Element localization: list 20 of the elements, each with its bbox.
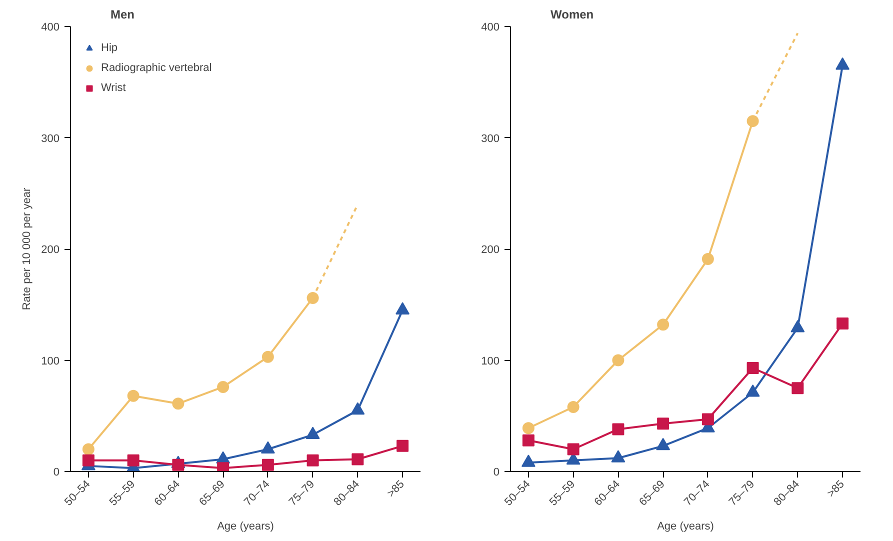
x-axis-title: Age (years) xyxy=(657,520,714,533)
chart-title: Women xyxy=(550,8,594,22)
x-axis-title: Age (years) xyxy=(217,520,274,533)
y-tick-label: 400 xyxy=(41,22,60,34)
legend-label: Wrist xyxy=(101,82,126,94)
y-tick-label: 0 xyxy=(493,466,500,478)
y-tick-label: 0 xyxy=(53,466,60,478)
y-tick-label: 200 xyxy=(481,244,500,256)
y-tick-label: 300 xyxy=(41,132,60,145)
y-axis-title: Rate per 10 000 per year xyxy=(21,188,34,310)
x-tick-label: >85 xyxy=(385,478,407,500)
legend-label: Hip xyxy=(101,42,119,54)
x-tick-label: >85 xyxy=(825,478,847,500)
y-tick-label: 400 xyxy=(481,22,500,34)
chart-title: Men xyxy=(110,8,134,22)
y-tick-label: 100 xyxy=(41,355,60,368)
y-tick-label: 300 xyxy=(481,132,500,145)
legend-label: Radiographic vertebral xyxy=(101,62,212,74)
y-tick-label: 100 xyxy=(481,355,500,368)
y-tick-label: 200 xyxy=(41,244,60,256)
